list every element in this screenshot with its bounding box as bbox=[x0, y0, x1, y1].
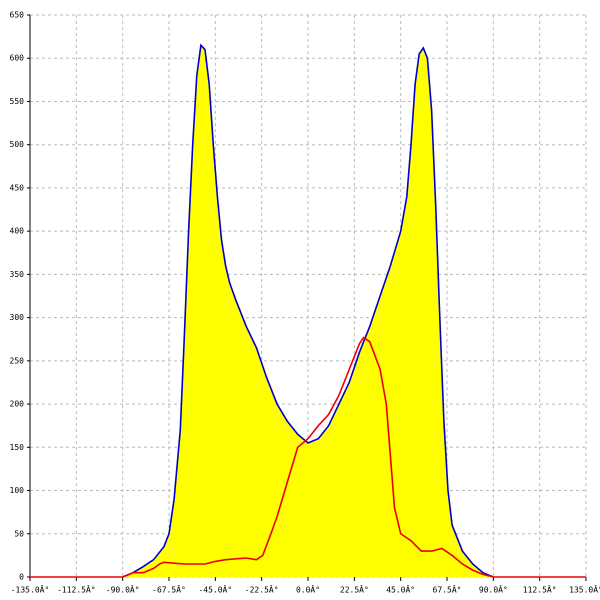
x-tick-label: 0.0Â° bbox=[296, 584, 320, 595]
line bbox=[122, 43, 494, 578]
y-tick-label: 250 bbox=[10, 356, 25, 365]
x-tick-label: -45.0Â° bbox=[198, 584, 232, 595]
x-tick-label: -112.5Â° bbox=[57, 584, 96, 595]
line bbox=[30, 336, 586, 578]
x-tick-label: -135.0Â° bbox=[11, 584, 50, 595]
y-tick-label: 400 bbox=[10, 227, 25, 236]
x-tick-label: 112.5Â° bbox=[523, 584, 557, 595]
x-tick-label: 90.0Â° bbox=[479, 584, 508, 595]
y-tick-label: 500 bbox=[10, 140, 25, 149]
x-tick-label: 22.5Â° bbox=[340, 584, 369, 595]
y-tick-label: 300 bbox=[10, 313, 25, 322]
y-tick-label: 0 bbox=[19, 573, 24, 582]
x-tick-label: 67.5Â° bbox=[433, 584, 462, 595]
y-tick-label: 100 bbox=[10, 486, 25, 495]
y-tick-label: 150 bbox=[10, 443, 25, 452]
y-tick-label: 550 bbox=[10, 97, 25, 106]
y-tick-label: 450 bbox=[10, 183, 25, 192]
x-tick-label: -90.0Â° bbox=[106, 584, 140, 595]
y-tick-label: 350 bbox=[10, 270, 25, 279]
x-tick-label: 45.0Â° bbox=[386, 584, 415, 595]
x-tick-label: -67.5Â° bbox=[152, 584, 186, 595]
x-tick-label: 135.0Â° bbox=[569, 584, 600, 595]
y-tick-label: 650 bbox=[10, 11, 25, 20]
y-tick-label: 600 bbox=[10, 54, 25, 63]
y-tick-label: 200 bbox=[10, 400, 25, 409]
x-tick-label: -22.5Â° bbox=[245, 584, 279, 595]
y-tick-label: 50 bbox=[14, 529, 24, 538]
